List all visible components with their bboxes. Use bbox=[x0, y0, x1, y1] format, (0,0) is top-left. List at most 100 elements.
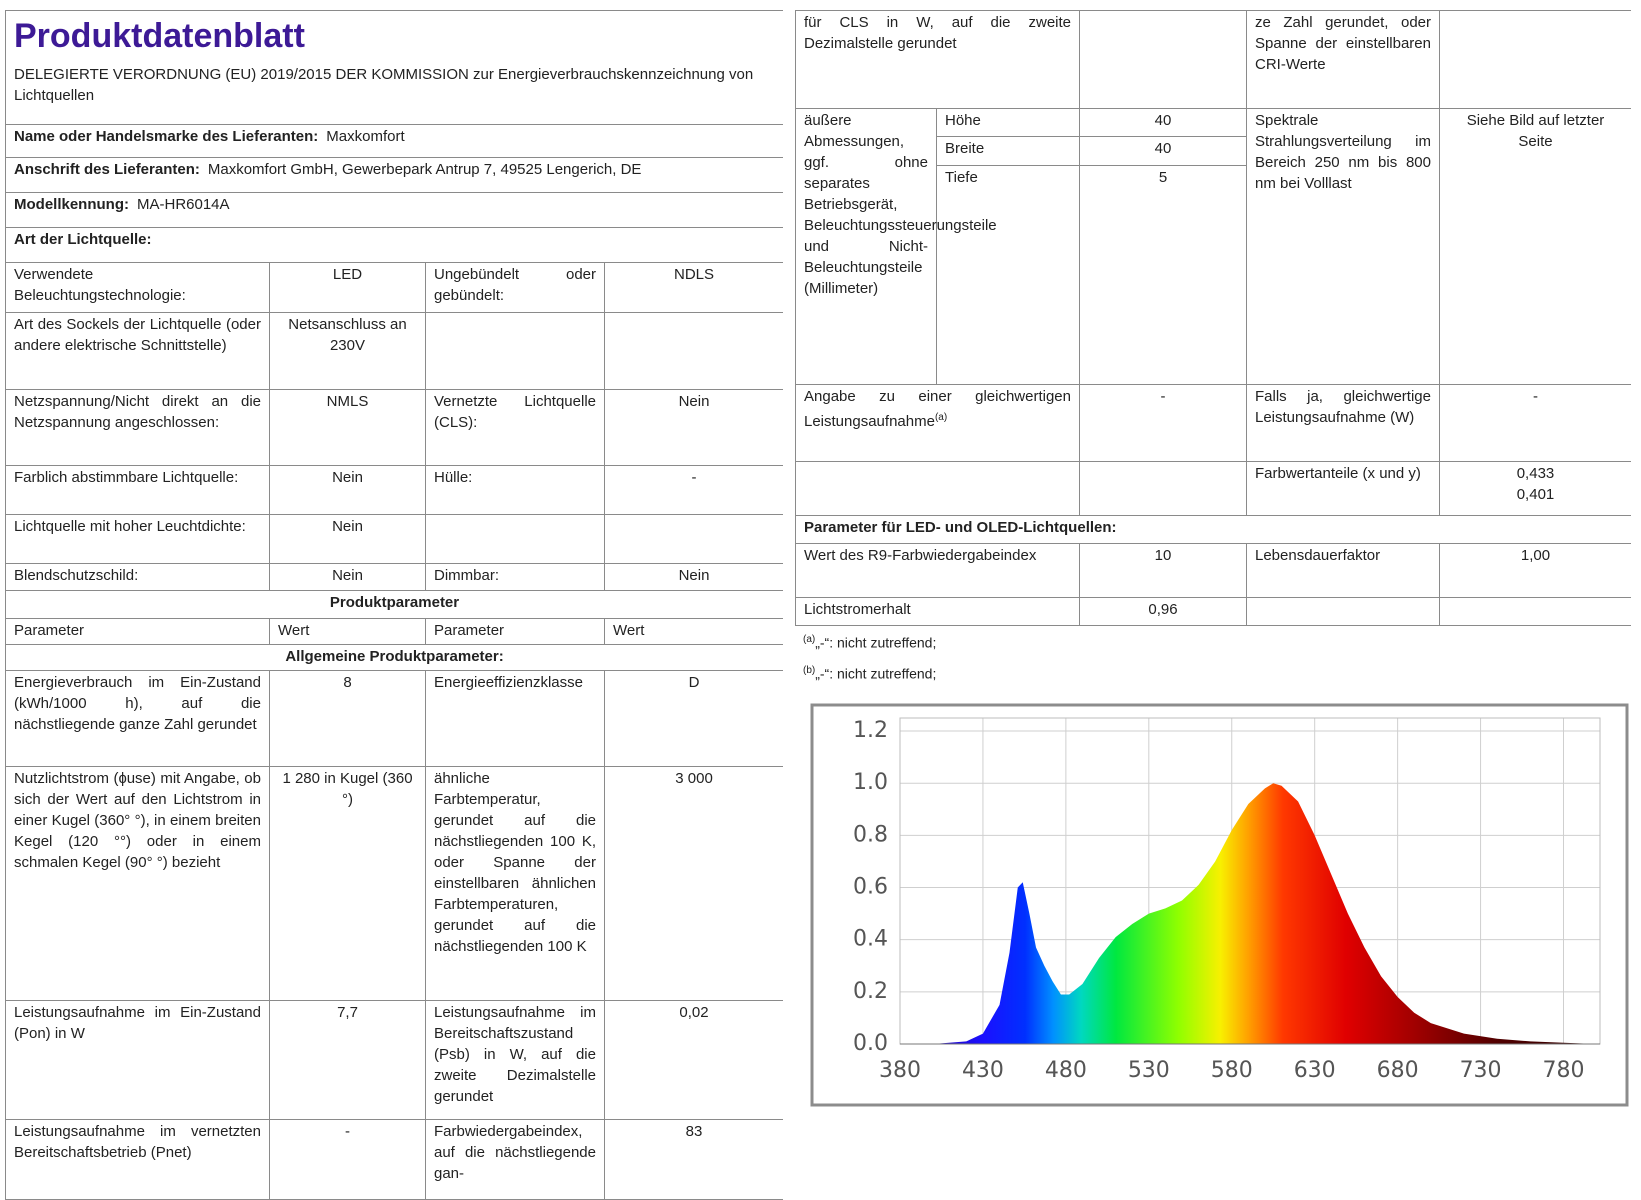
footnote: (b)„-“: nicht zutreffend; bbox=[803, 657, 1203, 686]
supplier-value: Maxkomfort bbox=[326, 128, 405, 145]
table-cell: 40 bbox=[1079, 108, 1247, 137]
table-row: Art der Lichtquelle: bbox=[5, 227, 783, 263]
table-cell: Breite bbox=[936, 136, 1080, 166]
table-cell: 1,00 bbox=[1439, 543, 1631, 598]
footnote-ref: (a) bbox=[934, 412, 948, 423]
table-cell: 7,7 bbox=[269, 1000, 426, 1120]
table-cell: Netsanschluss an 230V bbox=[269, 312, 426, 390]
table-row: Anschrift des Lieferanten: Maxkomfort Gmb… bbox=[5, 157, 783, 193]
section-title: Produktparameter bbox=[5, 590, 783, 619]
table-cell: 0,433 0,401 bbox=[1439, 461, 1631, 516]
table-cell: Nein bbox=[269, 465, 426, 515]
table-cell: Vernetzte Lichtquelle (CLS): bbox=[425, 389, 605, 466]
table-cell: 83 bbox=[603, 1119, 783, 1200]
table-cell: äußere Abmessungen, ggf. ohne separates … bbox=[795, 108, 997, 385]
footnote-mark: (b) bbox=[803, 664, 816, 676]
table-cell: Höhe bbox=[936, 108, 1080, 137]
table-cell: Dimmbar: bbox=[425, 563, 605, 591]
footnote-text: „-“: nicht zutreffend; bbox=[815, 665, 937, 682]
table-cell: Energieverbrauch im Ein-Zustand (kWh/100… bbox=[5, 670, 270, 767]
x-tick-label: 530 bbox=[1128, 1058, 1170, 1083]
footnotes: (a)„-“: nicht zutreffend; (b)„-“: nicht z… bbox=[803, 626, 1203, 686]
table-row: äußere Abmessungen, ggf. ohne separates … bbox=[795, 108, 1631, 385]
table-cell: - bbox=[269, 1119, 426, 1200]
x-tick-label: 680 bbox=[1377, 1058, 1419, 1083]
supplier-label: Modellkennung: bbox=[14, 196, 129, 213]
table-cell: Leistungsaufnahme im Ein-Zustand (Pon) i… bbox=[5, 1000, 270, 1120]
table-cell: Parameter bbox=[5, 618, 270, 645]
x-tick-label: 430 bbox=[962, 1058, 1004, 1083]
table-row: Breite 40 bbox=[796, 136, 1632, 166]
table-row: Leistungsaufnahme im vernetzten Bereitsc… bbox=[5, 1119, 783, 1200]
table-row: Leistungsaufnahme im Ein-Zustand (Pon) i… bbox=[5, 1000, 783, 1120]
table-cell: Tiefe bbox=[936, 165, 1080, 385]
table-cell: Siehe Bild auf letzter Seite bbox=[1439, 108, 1631, 385]
y-tick-label: 0.0 bbox=[853, 1031, 888, 1056]
table-row: Name oder Handelsmarke des Lieferanten: M… bbox=[5, 124, 783, 158]
table-cell: Lichtquelle mit hoher Leuchtdichte: bbox=[5, 514, 270, 564]
table-cell: D bbox=[603, 670, 783, 767]
table-row: Angabe zu einer gleichwertigen Leistungs… bbox=[795, 384, 1631, 462]
table-row: Farbwertanteile (x und y) 0,433 0,401 bbox=[795, 461, 1631, 516]
spectrum-area bbox=[900, 783, 1597, 1044]
right-table-box: für CLS in W, auf die zweite Dezimalstel… bbox=[795, 10, 1631, 630]
supplier-value: MA-HR6014A bbox=[137, 196, 230, 213]
table-cell: LED bbox=[269, 262, 426, 313]
supplier-label: Anschrift des Lieferanten: bbox=[14, 161, 200, 178]
table-row: Blendschutzschild: Nein Dimmbar: Nein bbox=[5, 563, 783, 591]
empty-cell bbox=[425, 514, 605, 564]
table-cell: Blendschutzschild: bbox=[5, 563, 270, 591]
x-tick-label: 480 bbox=[1045, 1058, 1087, 1083]
table-cell: ze Zahl gerundet, oder Spanne der einste… bbox=[1246, 10, 1440, 109]
table-cell: Nein bbox=[603, 389, 783, 466]
table-cell: Energieeffizienzklasse bbox=[425, 670, 605, 767]
empty-cell bbox=[1079, 10, 1247, 109]
table-row: Lichtquelle mit hoher Leuchtdichte: Nein bbox=[5, 514, 783, 564]
empty-cell bbox=[603, 514, 783, 564]
section-title: Allgemeine Produktparameter: bbox=[5, 644, 783, 671]
x-tick-label: 630 bbox=[1294, 1058, 1336, 1083]
table-cell: Nein bbox=[603, 563, 783, 591]
table-row: Produktdatenblatt DELEGIERTE VERORDNUNG (… bbox=[5, 10, 783, 125]
supplier-value: Maxkomfort GmbH, Gewerbepark Antrup 7, 4… bbox=[207, 161, 642, 178]
table-cell: Wert bbox=[269, 618, 426, 645]
table-cell: Parameter bbox=[425, 618, 605, 645]
table-row: für CLS in W, auf die zweite Dezimalstel… bbox=[795, 10, 1631, 109]
table-cell: 40 bbox=[1079, 136, 1247, 166]
section-title: Parameter für LED- und OLED-Lichtquellen… bbox=[795, 515, 1631, 544]
empty-cell bbox=[1439, 10, 1631, 109]
table-cell: Lebensdauerfaktor bbox=[1246, 543, 1440, 598]
y-tick-label: 1.2 bbox=[853, 718, 888, 743]
y-tick-label: 0.2 bbox=[853, 979, 888, 1004]
footnote-text: „-“: nicht zutreffend; bbox=[815, 634, 937, 651]
table-cell: Verwendete Beleuchtungstechnologie: bbox=[5, 262, 270, 313]
table-cell: Nein bbox=[269, 563, 426, 591]
table-cell: Farblich abstimmbare Lichtquelle: bbox=[5, 465, 270, 515]
section-title: Art der Lichtquelle: bbox=[5, 227, 783, 263]
y-tick-label: 0.8 bbox=[853, 822, 888, 847]
table-cell: 10 bbox=[1079, 543, 1247, 598]
table-cell: Art des Sockels der Lichtquelle (oder an… bbox=[5, 312, 270, 390]
empty-cell bbox=[603, 312, 783, 390]
y-tick-label: 0.4 bbox=[853, 927, 888, 952]
spectrum-chart: 0.0 0.2 0.4 0.6 0.8 1.0 1.2 380 430 480 530 580 630 6… bbox=[810, 703, 1629, 1107]
table-cell: Farbwertanteile (x und y) bbox=[1246, 461, 1440, 516]
table-cell: Nein bbox=[269, 514, 426, 564]
table-row: Farblich abstimmbare Lichtquelle: Nein Hül… bbox=[5, 465, 783, 515]
table-row: Art des Sockels der Lichtquelle (oder an… bbox=[5, 312, 783, 390]
table-cell: 0,96 bbox=[1079, 597, 1247, 626]
table-row: Modellkennung: MA-HR6014A bbox=[5, 192, 783, 228]
table-cell: Nutzlichtstrom (ɸuse) mit Angabe, ob sic… bbox=[5, 766, 270, 1001]
empty-cell bbox=[425, 312, 605, 390]
table-cell: ähnliche Farbtemperatur, gerundet auf di… bbox=[425, 766, 605, 1001]
empty-cell bbox=[795, 461, 1080, 516]
left-table-box: Produktdatenblatt DELEGIERTE VERORDNUNG (… bbox=[5, 10, 783, 1200]
supplier-cell: Name oder Handelsmarke des Lieferanten: M… bbox=[5, 124, 783, 158]
table-cell: 1 280 in Kugel (360 °) bbox=[269, 766, 426, 1001]
table-cell: - bbox=[603, 465, 783, 515]
table-row: Wert des R9-Farbwiedergabeindex 10 Lebensd… bbox=[795, 543, 1631, 598]
table-cell: Farbwiedergabeindex, auf die nächstliege… bbox=[425, 1119, 605, 1200]
table-cell: Lichtstromerhalt bbox=[795, 597, 1080, 626]
footnote: (a)„-“: nicht zutreffend; bbox=[803, 626, 1203, 657]
